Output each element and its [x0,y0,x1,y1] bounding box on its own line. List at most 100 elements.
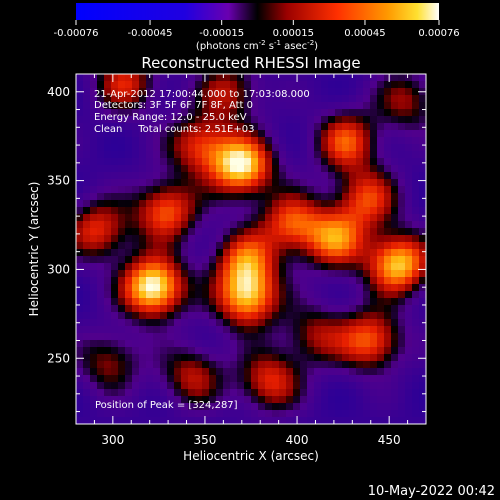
heatmap-cell [258,214,266,222]
heatmap-cell [195,242,203,250]
heatmap-cell [181,165,189,173]
heatmap-cell [356,403,364,411]
heatmap-cell [300,242,308,250]
heatmap-cell [293,144,301,152]
heatmap-cell [272,396,280,404]
heatmap-cell [258,270,266,278]
heatmap-cell [188,186,196,194]
heatmap-cell [160,354,168,362]
heatmap-cell [314,326,322,334]
heatmap-cell [272,123,280,131]
heatmap-cell [286,410,294,418]
heatmap-cell [160,207,168,215]
heatmap-cell [167,242,175,250]
heatmap-cell [90,277,98,285]
heatmap-cell [188,123,196,131]
heatmap-cell [146,186,154,194]
heatmap-cell [328,81,336,89]
heatmap-cell [279,151,287,159]
colorbar-ticks: -0.00076 -0.00045 -0.00015 0.00015 0.00045 0.… [54,20,460,39]
heatmap-cell [125,312,133,320]
heatmap-cell [349,193,357,201]
heatmap-cell [146,200,154,208]
heatmap-cell [286,305,294,313]
heatmap-cell [384,270,392,278]
heatmap-cell [188,389,196,397]
heatmap-cell [111,95,119,103]
heatmap-cell [377,137,385,145]
heatmap-cell [391,347,399,355]
heatmap-cell [272,235,280,243]
heatmap-cell [286,193,294,201]
heatmap-cell [118,347,126,355]
heatmap-cell [111,193,119,201]
heatmap-cell [230,340,238,348]
heatmap-cell [83,249,91,257]
heatmap-cell [300,116,308,124]
heatmap-cell [216,368,224,376]
heatmap-cell [335,340,343,348]
heatmap-cell [209,228,217,236]
heatmap-cell [342,165,350,173]
heatmap-cell [97,396,105,404]
heatmap-cell [132,298,140,306]
heatmap-cell [251,340,259,348]
heatmap-cell [412,396,420,404]
heatmap-cell [251,179,259,187]
heatmap-cell [363,151,371,159]
heatmap-cell [118,319,126,327]
heatmap-cell [160,347,168,355]
heatmap-cell [377,123,385,131]
heatmap-cell [223,326,231,334]
heatmap-cell [293,207,301,215]
heatmap-cell [419,284,427,292]
heatmap-cell [321,312,329,320]
heatmap-cell [279,291,287,299]
heatmap-cell [314,291,322,299]
heatmap-cell [174,368,182,376]
heatmap-cell [76,256,84,264]
heatmap-cell [307,347,315,355]
heatmap-cell [174,382,182,390]
heatmap-cell [195,347,203,355]
heatmap-cell [195,102,203,110]
heatmap-cell [405,179,413,187]
heatmap-cell [419,193,427,201]
heatmap-cell [244,277,252,285]
colorbar-units: (photons cm-2 s-1 asec-2) [196,39,318,52]
heatmap-cell [90,165,98,173]
heatmap-cell [258,284,266,292]
heatmap-cell [279,242,287,250]
heatmap-cell [356,151,364,159]
heatmap-cell [321,228,329,236]
heatmap-cell [251,382,259,390]
heatmap-cell [419,116,427,124]
heatmap-cell [398,270,406,278]
heatmap-cell [265,382,273,390]
heatmap-cell [335,158,343,166]
heatmap-cell [251,123,259,131]
heatmap-cell [286,354,294,362]
heatmap-cell [97,361,105,369]
heatmap-cell [328,375,336,383]
heatmap-cell [223,284,231,292]
heatmap-cell [272,305,280,313]
heatmap-cell [349,298,357,306]
heatmap-cell [188,221,196,229]
heatmap-cell [202,130,210,138]
heatmap-cell [307,368,315,376]
heatmap-cell [230,410,238,418]
heatmap-cell [405,165,413,173]
heatmap-cell [83,354,91,362]
heatmap-cell [118,354,126,362]
heatmap-cell [293,235,301,243]
heatmap-cell [146,235,154,243]
heatmap-cell [314,130,322,138]
heatmap-cell [286,375,294,383]
heatmap-cell [377,354,385,362]
heatmap-cell [125,354,133,362]
heatmap-cell [321,256,329,264]
heatmap-cell [111,130,119,138]
heatmap-cell [342,277,350,285]
heatmap-cell [419,109,427,117]
